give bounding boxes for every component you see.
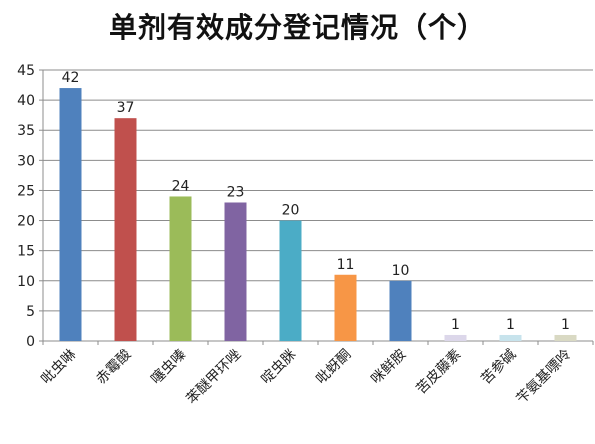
bar — [279, 220, 302, 341]
bar — [224, 202, 247, 341]
bars — [59, 88, 577, 341]
data-label: 37 — [117, 100, 135, 116]
bar — [444, 334, 467, 341]
y-tick-label: 5 — [26, 304, 35, 320]
y-tick-label: 40 — [17, 93, 35, 109]
category-label: 噻虫嗪 — [148, 346, 190, 388]
data-label: 20 — [282, 203, 300, 219]
category-label: 苦参碱 — [478, 346, 520, 388]
data-label: 1 — [561, 317, 570, 333]
category-label: 吡蚜酮 — [313, 347, 354, 388]
data-label: 42 — [62, 70, 80, 86]
category-label: 啶虫脒 — [258, 347, 299, 388]
bar — [169, 196, 192, 341]
category-label: 苄氨基嘌呤 — [513, 346, 575, 408]
bar — [334, 274, 357, 341]
y-tick-label: 25 — [17, 183, 35, 199]
y-tick-label: 10 — [17, 274, 35, 290]
data-label: 10 — [392, 263, 410, 279]
data-label: 11 — [337, 257, 355, 273]
y-tick-label: 0 — [26, 334, 35, 350]
y-tick-label: 45 — [17, 63, 35, 79]
bar — [554, 334, 577, 341]
data-label: 1 — [506, 317, 515, 333]
bar — [499, 334, 522, 341]
data-label: 24 — [172, 178, 190, 194]
category-label: 咪鲜胺 — [368, 347, 409, 388]
bar — [114, 118, 137, 341]
bar — [389, 280, 412, 341]
y-tick-label: 30 — [17, 153, 35, 169]
bar — [59, 88, 82, 341]
chart-title: 单剂有效成分登记情况（个） — [108, 11, 486, 44]
data-label: 1 — [451, 317, 460, 333]
category-label: 赤霉酸 — [93, 347, 134, 388]
y-tick-label: 20 — [17, 214, 35, 230]
y-tick-labels: 0 5 10 15 20 25 30 35 40 45 — [17, 63, 35, 350]
category-label: 苯醚甲环唑 — [183, 346, 245, 408]
y-tick-label: 35 — [17, 123, 35, 139]
data-label: 23 — [227, 184, 245, 200]
y-tick-label: 15 — [17, 244, 35, 260]
category-label: 吡虫啉 — [38, 347, 79, 388]
category-label: 苦皮藤素 — [413, 347, 464, 398]
